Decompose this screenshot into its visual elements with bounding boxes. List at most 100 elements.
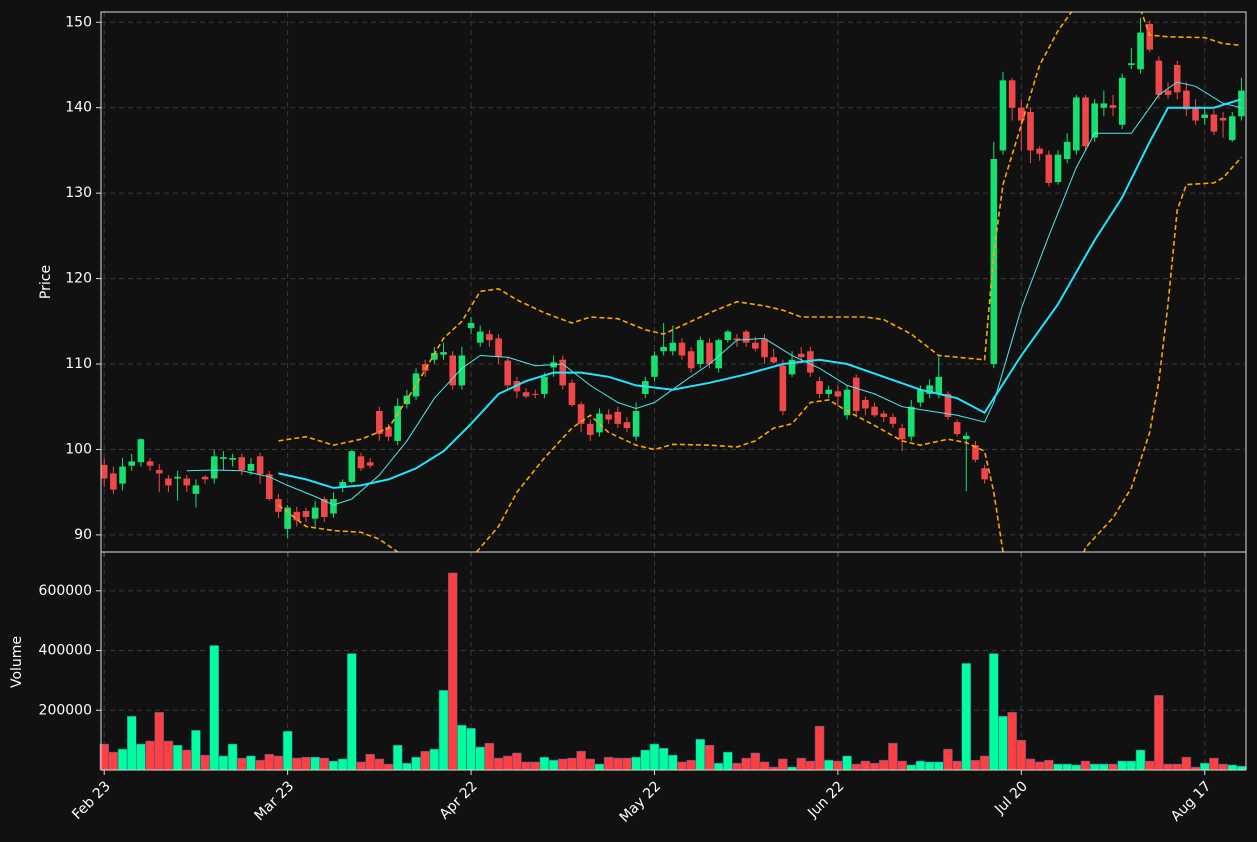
candle-body bbox=[265, 474, 273, 500]
candle-body bbox=[119, 466, 126, 484]
volume-bar bbox=[227, 743, 238, 771]
volume-bar bbox=[823, 759, 834, 771]
volume-bar bbox=[594, 763, 605, 771]
candle-body bbox=[1082, 97, 1089, 147]
volume-bar bbox=[1053, 763, 1063, 771]
volume-bar bbox=[310, 756, 320, 771]
volume-bar bbox=[1108, 763, 1118, 771]
y-tick-label: 130 bbox=[65, 185, 92, 201]
candle-body bbox=[807, 351, 814, 373]
candle-body bbox=[1100, 103, 1108, 108]
candle-body bbox=[596, 413, 603, 433]
candle-body bbox=[871, 406, 878, 416]
volume-bar bbox=[1218, 763, 1228, 771]
candle-body bbox=[440, 352, 447, 355]
candle-body bbox=[137, 439, 145, 463]
volume-bar bbox=[117, 748, 128, 771]
volume-bar bbox=[374, 758, 385, 771]
candle-body bbox=[1192, 107, 1199, 121]
candle-body bbox=[357, 456, 365, 469]
volume-bar bbox=[319, 757, 330, 771]
candle-body bbox=[247, 463, 255, 471]
volume-bar bbox=[906, 764, 917, 771]
volume-bar bbox=[108, 751, 119, 771]
volume-bar bbox=[741, 757, 751, 771]
candle-body bbox=[944, 393, 952, 417]
candle-body bbox=[1118, 77, 1126, 125]
indicator-line bbox=[278, 98, 1242, 489]
volume-bar bbox=[833, 760, 843, 771]
candle-body bbox=[687, 351, 695, 369]
candle-body bbox=[742, 331, 750, 343]
candle-body bbox=[1036, 148, 1043, 154]
y-tick-label: 200000 bbox=[39, 702, 92, 718]
volume-bar bbox=[182, 749, 192, 771]
volume-bar bbox=[979, 755, 990, 771]
volume-bar bbox=[383, 763, 394, 771]
volume-bar bbox=[640, 749, 651, 771]
volume-bar bbox=[502, 755, 513, 771]
volume-bar bbox=[732, 762, 742, 771]
volume-bar bbox=[347, 653, 357, 771]
y-tick-label: 400000 bbox=[39, 643, 92, 659]
candle-body bbox=[311, 507, 319, 519]
candle-body bbox=[1054, 154, 1062, 183]
candle-body bbox=[1128, 63, 1135, 65]
volume-bar bbox=[356, 761, 366, 771]
candle-body bbox=[586, 423, 594, 435]
candle-body bbox=[220, 457, 227, 459]
volume-bar bbox=[723, 751, 733, 771]
candle-body bbox=[1137, 32, 1144, 70]
volume-bar bbox=[420, 750, 430, 771]
candle-body bbox=[1027, 111, 1034, 151]
volume-frame bbox=[100, 551, 1247, 771]
volume-bar bbox=[677, 761, 687, 771]
volume-marks bbox=[99, 572, 1247, 771]
volume-bar bbox=[447, 572, 458, 771]
volume-bar bbox=[1016, 739, 1027, 771]
candle-body bbox=[926, 385, 933, 394]
candle-body bbox=[256, 456, 264, 475]
candle-body bbox=[366, 462, 374, 466]
volume-bar bbox=[897, 760, 907, 771]
volume-bar bbox=[1163, 763, 1173, 771]
volume-bar bbox=[154, 712, 164, 771]
volume-bar bbox=[457, 724, 467, 771]
volume-bar bbox=[301, 756, 311, 771]
volume-bar bbox=[429, 748, 440, 771]
candle-body bbox=[1228, 116, 1236, 141]
volume-bar bbox=[237, 757, 247, 771]
volume-bar bbox=[411, 756, 421, 771]
y-tick-label: 140 bbox=[65, 100, 92, 116]
volume-bar bbox=[163, 740, 174, 771]
y-tick-label: 110 bbox=[65, 356, 92, 372]
volume-bar bbox=[145, 740, 155, 771]
volume-bar bbox=[1154, 695, 1164, 771]
candle-body bbox=[1183, 90, 1190, 110]
volume-bar bbox=[172, 744, 183, 771]
candle-body bbox=[632, 411, 640, 437]
volume-bar bbox=[558, 758, 568, 771]
candle-body bbox=[174, 476, 181, 479]
price-marks bbox=[101, 12, 1245, 552]
candle-body bbox=[348, 451, 356, 482]
candle-body bbox=[1018, 107, 1025, 121]
candle-body bbox=[577, 404, 585, 424]
candle-body bbox=[1008, 80, 1016, 108]
candle-body bbox=[458, 355, 466, 386]
y-tick-label: 600000 bbox=[39, 583, 92, 599]
volume-bar bbox=[759, 761, 770, 771]
candle-body bbox=[238, 457, 246, 470]
candle-body bbox=[880, 413, 888, 417]
volume-bar bbox=[713, 762, 724, 771]
volume-bar bbox=[484, 742, 495, 771]
candle-body bbox=[605, 414, 612, 420]
volume-bar bbox=[796, 757, 806, 771]
volume-bar bbox=[603, 756, 614, 771]
candle-body bbox=[779, 365, 787, 412]
volume-bar bbox=[539, 756, 550, 771]
candle-body bbox=[733, 338, 741, 341]
candle-body bbox=[1210, 114, 1218, 132]
volume-bar bbox=[1135, 749, 1146, 771]
